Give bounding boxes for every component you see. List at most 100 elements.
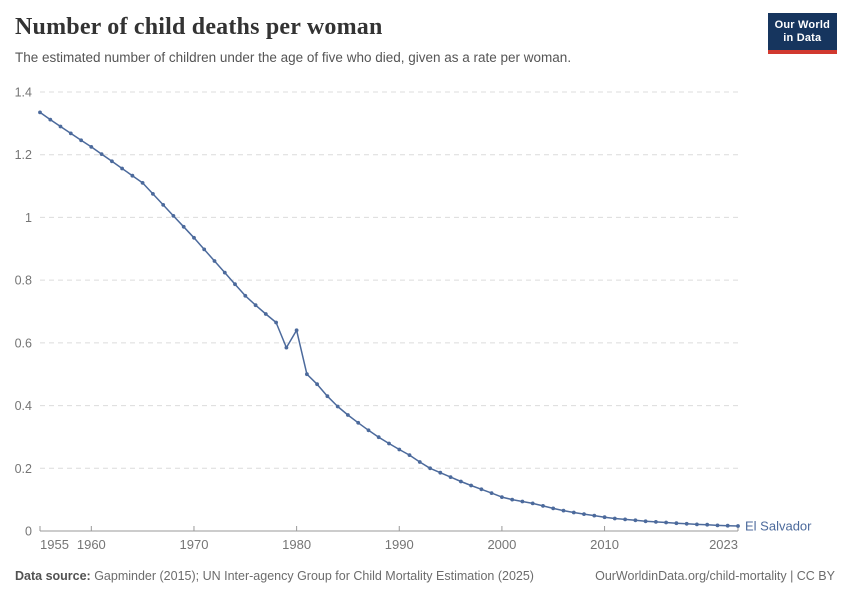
data-point[interactable] (448, 475, 453, 479)
data-point[interactable] (274, 320, 278, 325)
data-point[interactable] (571, 510, 576, 515)
chart-svg[interactable]: 0 0.2 0.4 0.6 0.8 1 1.2 1.4 1955 1960 1970 1980 1990… (0, 75, 850, 560)
data-point[interactable] (551, 506, 556, 511)
data-point[interactable] (417, 460, 422, 464)
series-end-label[interactable]: El Salvador (745, 518, 812, 533)
owid-logo[interactable]: Our World in Data (767, 13, 837, 54)
owid-link[interactable]: OurWorldinData.org/child-mortality | CC … (595, 569, 835, 583)
data-point[interactable] (253, 303, 258, 308)
y-tick-label: 0.4 (15, 399, 32, 413)
data-point[interactable] (366, 428, 371, 433)
data-point[interactable] (602, 515, 607, 520)
data-point[interactable] (654, 520, 658, 524)
data-point[interactable] (171, 214, 176, 218)
x-tick-label: 1990 (385, 537, 414, 552)
data-point[interactable] (212, 259, 217, 263)
data-source-note: Data source: Gapminder (2015); UN Inter-… (15, 569, 534, 583)
owid-logo-text: Our World in Data (767, 13, 837, 50)
data-point[interactable] (58, 124, 63, 129)
x-tick-label: 1980 (282, 537, 311, 552)
data-point[interactable] (736, 524, 740, 528)
y-tick-label: 1.2 (15, 148, 32, 162)
data-point[interactable] (335, 404, 340, 409)
data-point[interactable] (643, 519, 648, 524)
data-point[interactable] (130, 173, 135, 178)
data-point[interactable] (263, 312, 268, 316)
data-point[interactable] (623, 517, 627, 522)
data-point[interactable] (151, 192, 155, 196)
data-point[interactable] (140, 181, 145, 185)
data-point[interactable] (428, 466, 432, 471)
series-line[interactable] (39, 111, 739, 527)
data-point[interactable] (705, 522, 710, 527)
data-point[interactable] (469, 483, 473, 488)
data-point[interactable] (89, 145, 94, 149)
data-point[interactable] (284, 345, 289, 350)
data-point[interactable] (325, 394, 330, 399)
data-point[interactable] (161, 203, 166, 207)
data-point[interactable] (376, 435, 381, 440)
data-point[interactable] (541, 504, 545, 508)
y-tick-label: 1.4 (15, 86, 32, 100)
data-point[interactable] (715, 523, 720, 528)
y-tick-label: 0.6 (15, 336, 32, 350)
data-point[interactable] (530, 501, 535, 506)
x-tick-label: 1970 (180, 537, 209, 552)
owid-logo-line1: Our World (774, 19, 830, 31)
x-tick-label: 2010 (590, 537, 619, 552)
data-point[interactable] (68, 131, 73, 136)
data-point[interactable] (387, 441, 391, 446)
data-point[interactable] (294, 328, 299, 333)
data-point[interactable] (438, 470, 443, 475)
data-point[interactable] (582, 512, 586, 516)
y-tick-label: 1 (25, 211, 32, 225)
data-point[interactable] (233, 282, 237, 287)
data-point[interactable] (181, 224, 186, 229)
page-title: Number of child deaths per woman (15, 14, 383, 40)
data-source-label: Data source: (15, 569, 91, 583)
data-point[interactable] (695, 522, 699, 527)
y-tick-label: 0.2 (15, 462, 32, 476)
data-point[interactable] (397, 447, 402, 452)
data-point[interactable] (99, 152, 104, 156)
data-point[interactable] (48, 117, 53, 122)
data-point[interactable] (305, 372, 309, 377)
data-point[interactable] (192, 235, 196, 240)
data-point[interactable] (243, 293, 248, 298)
x-tick-label: 1955 (40, 537, 69, 552)
data-point[interactable] (633, 518, 638, 523)
data-point[interactable] (79, 138, 83, 143)
data-point[interactable] (346, 413, 350, 417)
data-point[interactable] (222, 270, 227, 275)
data-point[interactable] (510, 497, 515, 502)
data-point[interactable] (459, 479, 463, 484)
data-source-text: Gapminder (2015); UN Inter-agency Group … (90, 569, 534, 583)
data-point[interactable] (38, 110, 42, 115)
data-point[interactable] (612, 516, 617, 521)
data-point[interactable] (592, 513, 597, 518)
data-point[interactable] (725, 523, 730, 528)
data-point[interactable] (520, 499, 525, 504)
data-point[interactable] (315, 382, 319, 387)
owid-logo-strip (767, 50, 837, 54)
page-subtitle: The estimated number of children under t… (15, 50, 572, 65)
data-point[interactable] (674, 521, 679, 526)
data-point[interactable] (407, 453, 412, 457)
y-tick-label: 0 (25, 525, 32, 539)
data-point[interactable] (110, 159, 114, 164)
chart-footer: Data source: Gapminder (2015); UN Inter-… (15, 569, 835, 583)
x-tick-label: 1960 (77, 537, 106, 552)
x-tick-label: 2023 (709, 537, 738, 552)
data-point[interactable] (684, 521, 689, 526)
data-point[interactable] (500, 495, 504, 499)
data-point[interactable] (664, 520, 668, 525)
x-tick-label: 2000 (487, 537, 516, 552)
data-point[interactable] (120, 166, 124, 171)
data-point[interactable] (356, 420, 361, 425)
data-point[interactable] (489, 491, 494, 495)
data-point[interactable] (479, 487, 484, 492)
data-point[interactable] (561, 508, 566, 513)
chart-header: Number of child deaths per woman The est… (15, 14, 760, 65)
data-point[interactable] (202, 247, 207, 252)
